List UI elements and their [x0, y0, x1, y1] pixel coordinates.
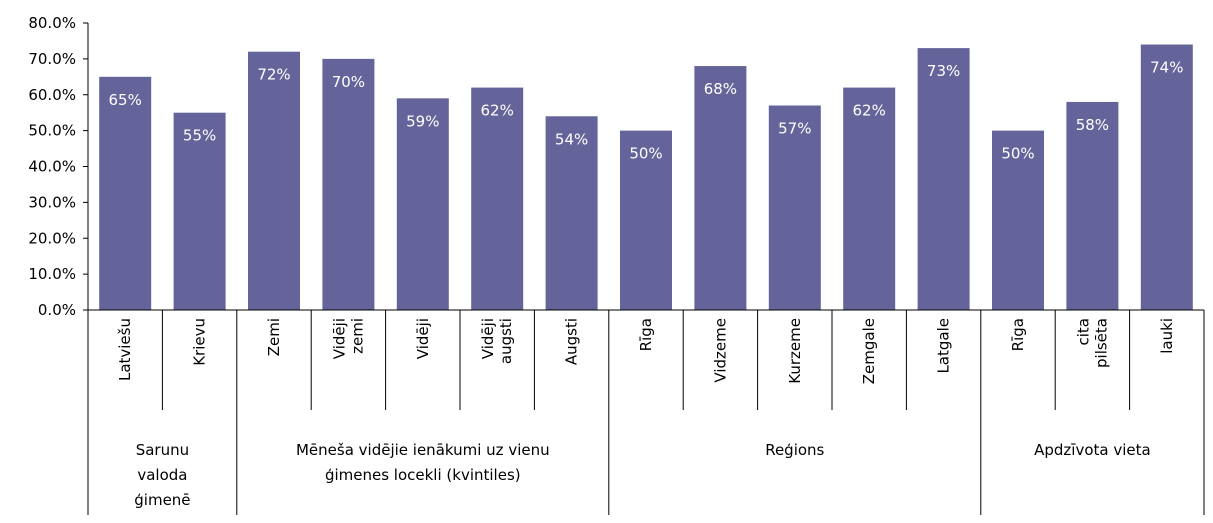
data-label: 70%: [332, 73, 365, 91]
group-label: Apdzīvota vieta: [1034, 441, 1151, 459]
category-label: Latviešu: [116, 318, 134, 381]
bar: [768, 105, 821, 310]
category-label: Krievu: [191, 318, 209, 366]
data-label: 57%: [778, 120, 811, 138]
bar: [173, 112, 226, 310]
category-label: pilsēta: [1092, 318, 1110, 368]
y-tick-label: 60.0%: [28, 86, 76, 104]
bar: [322, 58, 375, 310]
y-tick-label: 40.0%: [28, 158, 76, 176]
data-label: 58%: [1076, 116, 1109, 134]
data-label: 55%: [183, 127, 216, 145]
data-label: 65%: [109, 91, 142, 109]
category-label: Vidzeme: [711, 318, 729, 383]
data-label: 72%: [257, 66, 290, 84]
category-label: lauki: [1158, 318, 1176, 354]
y-axis: 0.0% 10.0% 20.0% 30.0% 40.0% 50.0% 60.0% 70.0% 8…: [28, 14, 89, 319]
bar: [917, 48, 970, 311]
data-label: 73%: [927, 62, 960, 80]
category-label: Vidēji: [414, 318, 432, 359]
group-label: Sarunu: [136, 441, 189, 459]
y-tick-label: 50.0%: [28, 122, 76, 140]
data-label: 50%: [629, 145, 662, 163]
y-tick-label: 30.0%: [28, 193, 76, 211]
category-label: Augsti: [563, 318, 581, 365]
category-label: Zemi: [265, 318, 283, 356]
bar: [248, 51, 300, 310]
bar: [396, 98, 449, 311]
data-label: 54%: [555, 130, 588, 148]
y-tick-label: 20.0%: [28, 229, 76, 247]
y-tick-label: 10.0%: [28, 265, 76, 283]
x-axis: Latviešu Krievu Zemi Vidēji zemi Vidēji Vidēji…: [87, 309, 1205, 515]
y-tick-label: 70.0%: [28, 50, 76, 68]
group-label: Reģions: [765, 441, 824, 459]
bars: 65% 55% 72% 70% 59% 62% 54% 50% 68% 57% 62% 73% 50% 5…: [99, 44, 1193, 311]
category-label: augsti: [497, 318, 515, 364]
data-label: 62%: [853, 102, 886, 120]
y-tick-label: 0.0%: [38, 301, 76, 319]
data-label: 62%: [481, 102, 514, 120]
bar: [1066, 101, 1119, 310]
bar: [620, 130, 672, 310]
data-label: 50%: [1001, 145, 1034, 163]
category-label: Rīga: [637, 318, 655, 351]
category-label: Zemgale: [860, 318, 878, 384]
data-label: 68%: [704, 80, 737, 98]
data-label: 74%: [1150, 59, 1183, 77]
bar: [471, 87, 524, 310]
group-label: ģimenē: [134, 491, 190, 509]
category-label: Vidēji: [330, 318, 348, 359]
y-tick-label: 80.0%: [28, 14, 76, 32]
category-label: Latgale: [935, 318, 953, 374]
category-label: Kurzeme: [786, 318, 804, 384]
bar: [992, 130, 1044, 310]
bar: [694, 66, 747, 310]
data-label: 59%: [406, 112, 439, 130]
category-label: Rīga: [1009, 318, 1027, 351]
category-label: cita: [1074, 318, 1092, 346]
bar: [1140, 44, 1193, 311]
group-label: Mēneša vidējie ienākumi uz vienu: [296, 441, 550, 459]
category-label: zemi: [348, 318, 366, 354]
bar: [99, 76, 152, 310]
category-label: Vidēji: [479, 318, 497, 359]
group-label: ģimenes locekli (kvintiles): [325, 466, 521, 484]
bar: [545, 116, 598, 311]
group-label: valoda: [137, 466, 187, 484]
bar: [843, 87, 896, 310]
